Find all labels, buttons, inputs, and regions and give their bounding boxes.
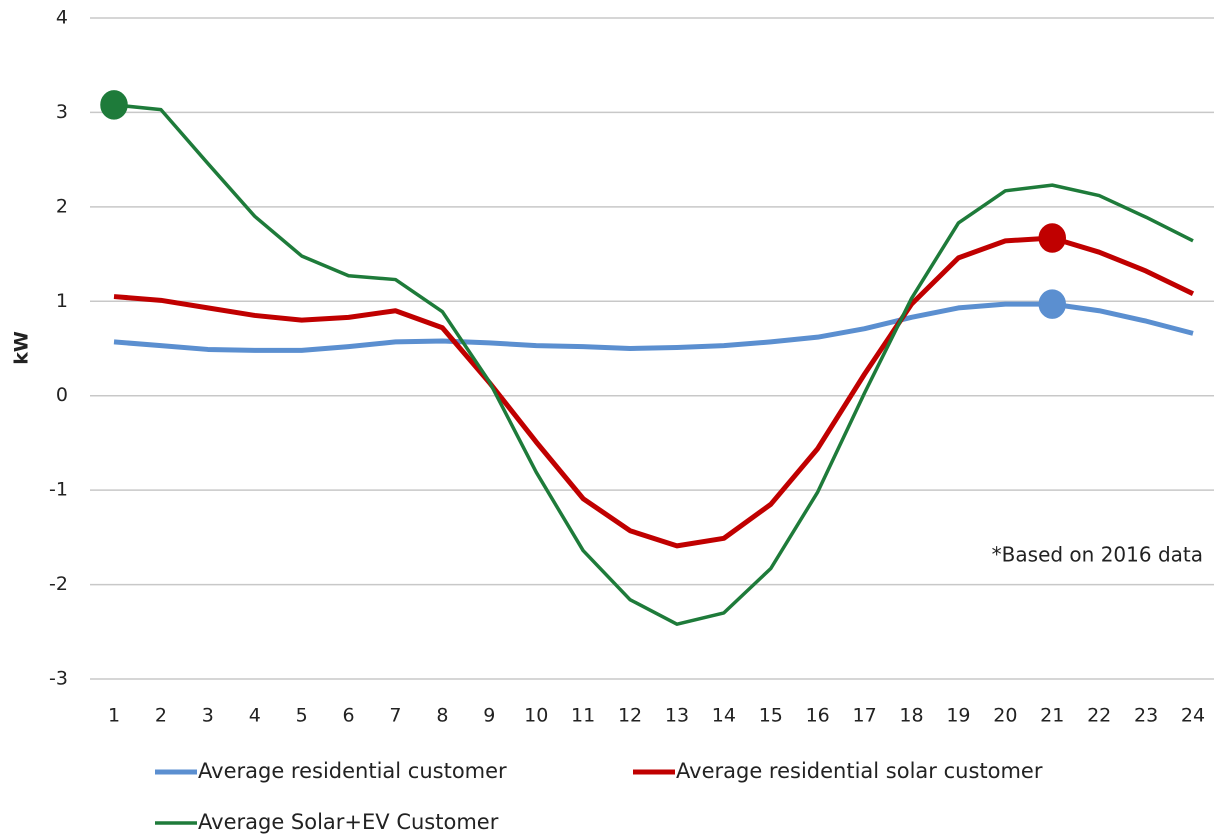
y-tick-label: 2 <box>56 195 68 217</box>
legend-label: Average residential customer <box>198 759 507 783</box>
x-tick-label: 4 <box>249 705 261 727</box>
series-line <box>113 301 1194 353</box>
y-tick-label: 0 <box>56 384 68 406</box>
highlight-marker <box>100 90 128 120</box>
x-tick-label: 20 <box>993 705 1017 727</box>
x-tick-label: 12 <box>618 705 642 727</box>
x-tick-label: 17 <box>853 705 877 727</box>
series-line <box>113 235 1195 549</box>
x-tick-label: 23 <box>1134 705 1158 727</box>
legend-label: Average residential solar customer <box>676 759 1043 783</box>
x-tick-label: 19 <box>946 705 970 727</box>
x-tick-label: 16 <box>806 705 830 727</box>
y-tick-label: 4 <box>56 7 68 29</box>
x-tick-label: 1 <box>108 705 120 727</box>
x-tick-label: 13 <box>665 705 689 727</box>
x-tick-label: 15 <box>759 705 783 727</box>
x-tick-label: 21 <box>1040 705 1064 727</box>
x-tick-label: 24 <box>1181 705 1205 727</box>
x-tick-label: 9 <box>483 705 495 727</box>
y-tick-label: 1 <box>56 290 68 312</box>
x-tick-label: 3 <box>202 705 214 727</box>
y-tick-label: 3 <box>56 101 68 123</box>
y-tick-label: -2 <box>49 573 68 595</box>
y-tick-label: -3 <box>49 668 68 690</box>
x-tick-label: 10 <box>524 705 548 727</box>
x-tick-label: 2 <box>155 705 167 727</box>
series-line <box>113 103 1194 626</box>
x-tick-label: 6 <box>343 705 355 727</box>
x-tick-label: 11 <box>571 705 595 727</box>
x-tick-label: 8 <box>436 705 448 727</box>
y-tick-label: -1 <box>49 479 68 501</box>
highlight-marker <box>1038 289 1067 319</box>
x-tick-label: 14 <box>712 705 736 727</box>
x-tick-label: 7 <box>389 705 401 727</box>
x-tick-label: 22 <box>1087 705 1111 727</box>
highlight-marker <box>1038 223 1067 253</box>
y-axis-label: kW <box>11 331 33 365</box>
legend-label: Average Solar+EV Customer <box>198 810 499 834</box>
annotation: *Based on 2016 data <box>992 543 1203 567</box>
x-tick-label: 18 <box>899 705 923 727</box>
x-tick-label: 5 <box>296 705 308 727</box>
